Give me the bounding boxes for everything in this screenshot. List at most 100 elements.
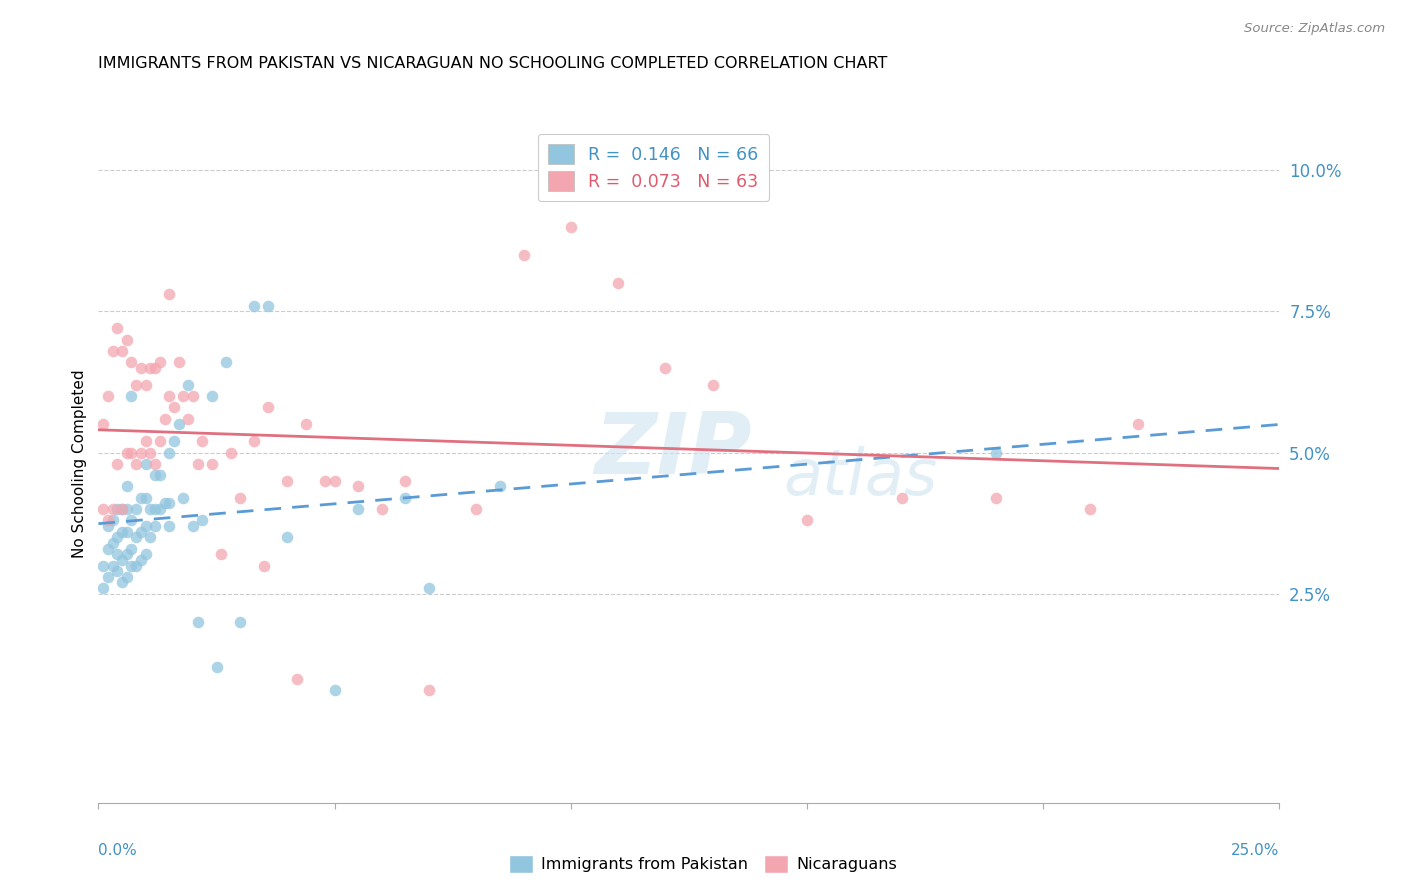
Point bbox=[91, 581, 114, 595]
Point bbox=[139, 445, 162, 459]
Point bbox=[143, 360, 166, 375]
Point bbox=[394, 474, 416, 488]
Point bbox=[1126, 417, 1149, 432]
Point bbox=[163, 434, 186, 449]
Point bbox=[129, 524, 152, 539]
Point bbox=[323, 474, 346, 488]
Point bbox=[167, 355, 190, 369]
Point bbox=[97, 389, 120, 403]
Point bbox=[489, 479, 512, 493]
Point bbox=[101, 513, 124, 527]
Point bbox=[243, 299, 266, 313]
Point bbox=[135, 434, 157, 449]
Point bbox=[91, 417, 114, 432]
Point bbox=[257, 299, 280, 313]
Point bbox=[97, 519, 120, 533]
Point bbox=[157, 519, 180, 533]
Point bbox=[177, 377, 200, 392]
Point bbox=[229, 491, 252, 505]
Point bbox=[115, 502, 138, 516]
Point bbox=[984, 491, 1007, 505]
Point bbox=[285, 672, 308, 686]
Point bbox=[115, 479, 138, 493]
Point bbox=[143, 519, 166, 533]
Point bbox=[205, 660, 228, 674]
Point bbox=[890, 491, 912, 505]
Point bbox=[91, 502, 114, 516]
Point bbox=[121, 355, 143, 369]
Point bbox=[157, 287, 180, 301]
Point bbox=[371, 502, 394, 516]
Point bbox=[276, 530, 298, 544]
Point bbox=[157, 496, 180, 510]
Point bbox=[157, 445, 180, 459]
Point bbox=[347, 479, 370, 493]
Point bbox=[111, 502, 134, 516]
Point bbox=[153, 411, 176, 425]
Point bbox=[101, 536, 124, 550]
Point bbox=[149, 355, 172, 369]
Point bbox=[139, 360, 162, 375]
Point bbox=[105, 457, 128, 471]
Point bbox=[111, 343, 134, 358]
Point bbox=[97, 513, 120, 527]
Text: ZIP: ZIP bbox=[595, 409, 752, 491]
Point bbox=[125, 502, 148, 516]
Point bbox=[91, 558, 114, 573]
Point bbox=[191, 434, 214, 449]
Point bbox=[105, 321, 128, 335]
Point bbox=[1080, 502, 1102, 516]
Point bbox=[153, 496, 176, 510]
Point bbox=[143, 468, 166, 483]
Point bbox=[125, 457, 148, 471]
Point bbox=[163, 401, 186, 415]
Point bbox=[115, 570, 138, 584]
Point bbox=[105, 564, 128, 578]
Point bbox=[129, 360, 152, 375]
Point bbox=[135, 547, 157, 561]
Point bbox=[115, 524, 138, 539]
Point bbox=[702, 377, 724, 392]
Point bbox=[323, 682, 346, 697]
Text: IMMIGRANTS FROM PAKISTAN VS NICARAGUAN NO SCHOOLING COMPLETED CORRELATION CHART: IMMIGRANTS FROM PAKISTAN VS NICARAGUAN N… bbox=[98, 56, 887, 71]
Point bbox=[276, 474, 298, 488]
Point bbox=[172, 491, 194, 505]
Point bbox=[121, 445, 143, 459]
Point bbox=[139, 530, 162, 544]
Point bbox=[215, 355, 238, 369]
Point bbox=[129, 553, 152, 567]
Point bbox=[135, 457, 157, 471]
Point bbox=[97, 570, 120, 584]
Point bbox=[512, 248, 534, 262]
Point bbox=[654, 360, 676, 375]
Point bbox=[149, 434, 172, 449]
Text: Source: ZipAtlas.com: Source: ZipAtlas.com bbox=[1244, 22, 1385, 36]
Point bbox=[314, 474, 336, 488]
Legend: R =  0.146   N = 66, R =  0.073   N = 63: R = 0.146 N = 66, R = 0.073 N = 63 bbox=[538, 134, 769, 202]
Point bbox=[394, 491, 416, 505]
Point bbox=[181, 519, 204, 533]
Point bbox=[125, 377, 148, 392]
Point bbox=[115, 333, 138, 347]
Point bbox=[105, 502, 128, 516]
Point bbox=[101, 502, 124, 516]
Point bbox=[157, 389, 180, 403]
Point bbox=[229, 615, 252, 629]
Point bbox=[115, 445, 138, 459]
Point bbox=[253, 558, 276, 573]
Point bbox=[111, 575, 134, 590]
Point bbox=[167, 417, 190, 432]
Point bbox=[347, 502, 370, 516]
Point bbox=[125, 530, 148, 544]
Point bbox=[129, 445, 152, 459]
Point bbox=[121, 389, 143, 403]
Point bbox=[143, 502, 166, 516]
Point bbox=[101, 558, 124, 573]
Point bbox=[984, 445, 1007, 459]
Point bbox=[187, 615, 209, 629]
Point bbox=[172, 389, 194, 403]
Point bbox=[181, 389, 204, 403]
Point bbox=[796, 513, 818, 527]
Text: 25.0%: 25.0% bbox=[1232, 843, 1279, 858]
Point bbox=[465, 502, 488, 516]
